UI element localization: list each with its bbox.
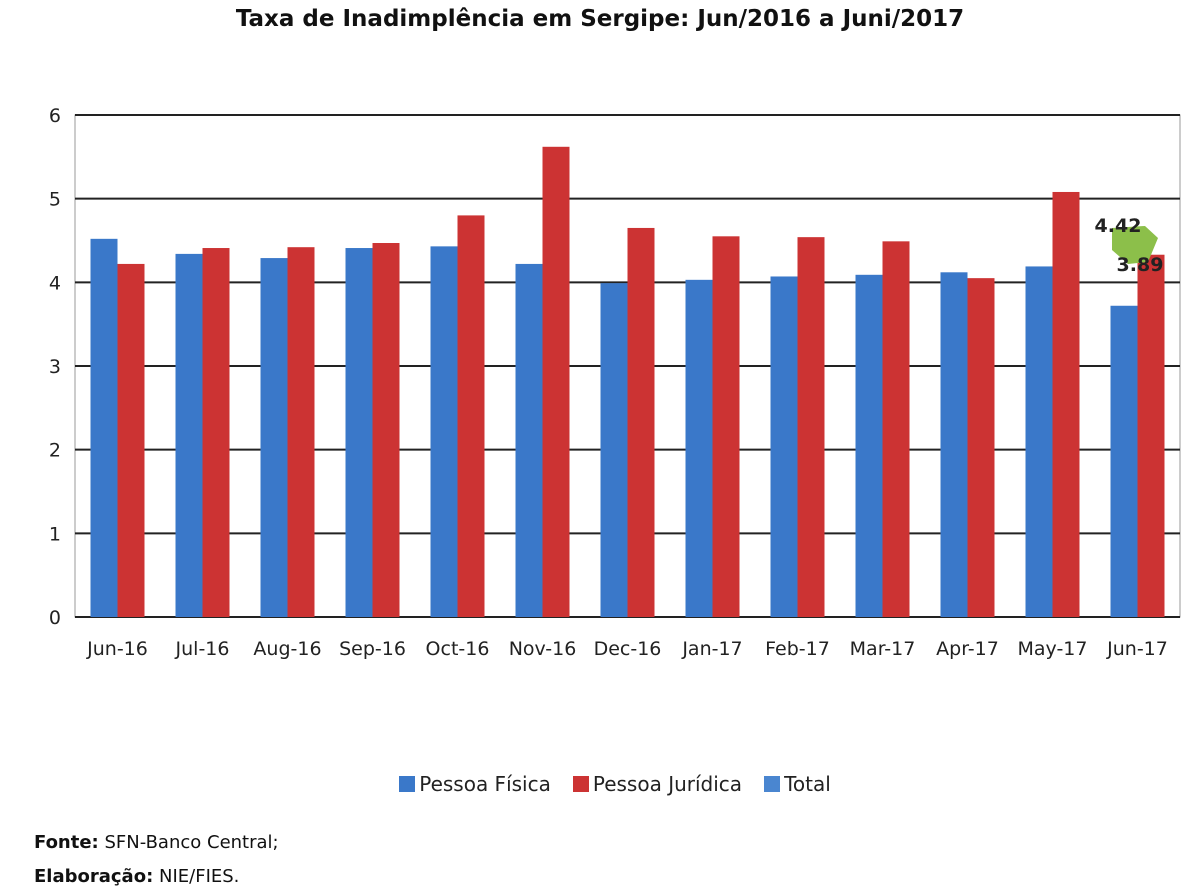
- bar-pessoa-juridica: [372, 243, 400, 617]
- data-label: 4.42: [1095, 215, 1142, 237]
- bar-pessoa-fisica: [940, 272, 968, 617]
- y-tick-label: 2: [49, 440, 61, 462]
- bar-pessoa-fisica: [90, 238, 118, 617]
- bar-pessoa-juridica: [627, 227, 655, 617]
- y-tick-label: 6: [49, 105, 61, 127]
- y-tick-label: 5: [49, 189, 61, 211]
- bar-pessoa-juridica: [287, 247, 315, 617]
- made-label: Elaboração:: [34, 866, 154, 887]
- legend-item: Pessoa Jurídica: [572, 772, 743, 796]
- legend-swatch: [764, 776, 781, 792]
- data-label: 3.89: [1117, 254, 1164, 276]
- total-marker: [1112, 226, 1158, 264]
- y-tick-label: 1: [49, 523, 61, 545]
- bar-pessoa-juridica: [882, 241, 910, 617]
- bar-pessoa-juridica: [1137, 254, 1165, 617]
- x-tick-label: Nov-16: [509, 638, 577, 660]
- y-tick-label: 4: [49, 272, 61, 294]
- bar-pessoa-fisica: [430, 246, 458, 617]
- bar-pessoa-juridica: [117, 263, 145, 617]
- x-tick-label: Jun-17: [1106, 638, 1168, 660]
- bar-pessoa-juridica: [712, 236, 740, 618]
- x-tick-label: Jan-17: [681, 638, 742, 660]
- x-tick-label: Aug-16: [253, 638, 321, 660]
- legend-swatch: [399, 776, 416, 792]
- notes: Fonte: SFN-Banco Central; Elaboração: NI…: [34, 826, 279, 894]
- source-label: Fonte:: [34, 832, 99, 853]
- legend: Pessoa Física Pessoa Jurídica Total: [0, 772, 1200, 796]
- bar-pessoa-juridica: [457, 215, 485, 617]
- bar-pessoa-fisica: [1110, 305, 1138, 617]
- x-tick-label: Apr-17: [936, 638, 999, 660]
- source-note: Fonte: SFN-Banco Central;: [34, 826, 279, 860]
- x-tick-label: Jun-16: [86, 638, 148, 660]
- bar-pessoa-fisica: [260, 258, 288, 617]
- legend-item: Total: [764, 772, 831, 796]
- x-tick-label: Sep-16: [339, 638, 406, 660]
- legend-label: Pessoa Física: [419, 772, 551, 796]
- legend-swatch: [572, 776, 589, 792]
- bar-pessoa-fisica: [175, 253, 203, 618]
- bar-pessoa-fisica: [770, 276, 798, 617]
- bar-pessoa-fisica: [855, 274, 883, 617]
- bar-pessoa-fisica: [515, 263, 543, 617]
- bar-chart: 0 1 2 3 4 5 6 Jun-16 Jul-16 Aug-16 Sep-16 Oct-16 Nov…: [49, 105, 1181, 660]
- y-tick-label: 3: [49, 356, 61, 378]
- bar-pessoa-fisica: [685, 279, 713, 617]
- bar-pessoa-juridica: [797, 237, 825, 618]
- made-text: NIE/FIES.: [153, 866, 240, 887]
- x-tick-label: Feb-17: [765, 638, 830, 660]
- legend-label: Pessoa Jurídica: [592, 772, 743, 796]
- x-tick-label: Jul-16: [175, 638, 230, 660]
- legend-label: Total: [784, 772, 831, 796]
- bar-pessoa-fisica: [345, 248, 373, 617]
- source-text: SFN-Banco Central;: [98, 832, 279, 853]
- bar-pessoa-juridica: [1052, 191, 1080, 617]
- bar-pessoa-fisica: [600, 283, 628, 617]
- x-tick-label: Dec-16: [594, 638, 662, 660]
- x-tick-label: Mar-17: [850, 638, 916, 660]
- chart-title: Taxa de Inadimplência em Sergipe: Jun/20…: [235, 6, 965, 32]
- legend-item: Pessoa Física: [399, 772, 551, 796]
- x-tick-label: May-17: [1018, 638, 1088, 660]
- bar-pessoa-juridica: [967, 278, 995, 617]
- made-note: Elaboração: NIE/FIES.: [34, 860, 279, 894]
- y-tick-label: 0: [49, 607, 61, 629]
- bar-pessoa-juridica: [202, 248, 230, 617]
- bar-pessoa-fisica: [1025, 266, 1053, 617]
- x-tick-label: Oct-16: [426, 638, 490, 660]
- bar-pessoa-juridica: [542, 146, 570, 617]
